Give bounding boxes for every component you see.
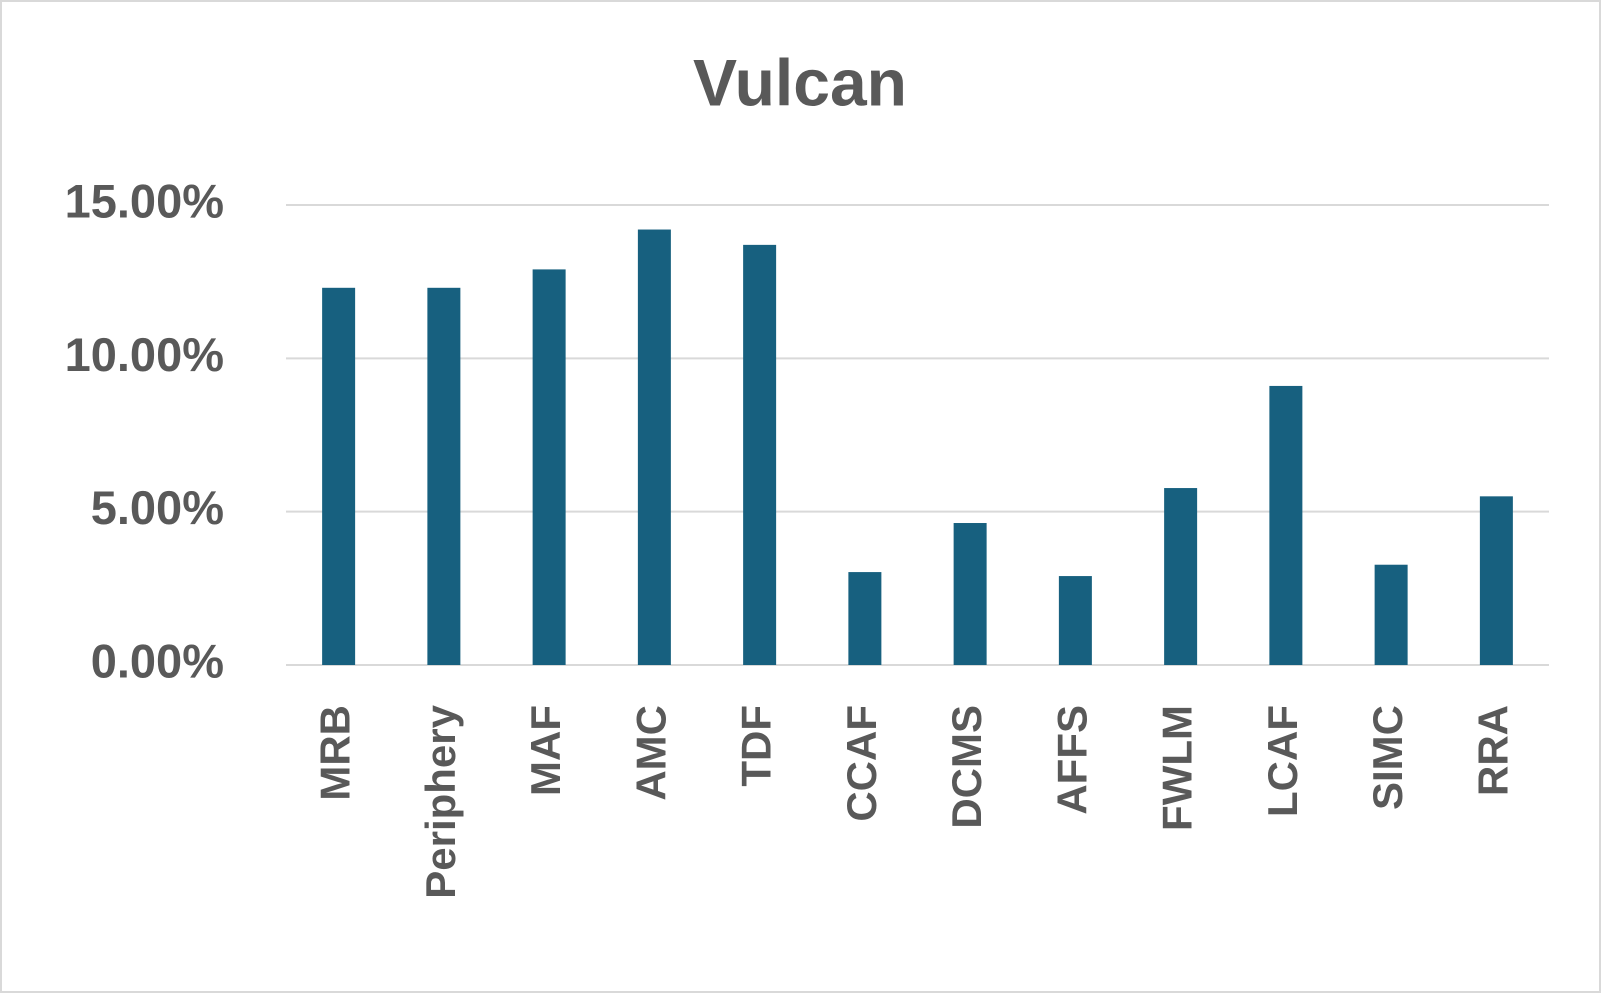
bar: [848, 572, 882, 665]
bar: [1058, 576, 1092, 665]
y-tick-label: 10.00%: [65, 328, 224, 381]
y-tick-label: 5.00%: [91, 481, 224, 534]
y-tick-label: 15.00%: [65, 174, 224, 227]
bar: [1164, 488, 1198, 665]
chart-title: Vulcan: [693, 45, 907, 119]
bar: [953, 523, 987, 665]
x-tick-label: FWLM: [1154, 705, 1201, 831]
x-tick-label: MRB: [312, 705, 359, 801]
bar: [1269, 385, 1303, 665]
x-tick-label: LCAF: [1259, 705, 1306, 817]
x-tick-label: SIMC: [1364, 705, 1411, 810]
x-tick-label: RRA: [1469, 705, 1516, 796]
bar: [1374, 564, 1408, 665]
bar: [743, 244, 777, 665]
x-tick-label: DCMS: [943, 705, 990, 829]
bar: [1479, 496, 1513, 665]
x-tick-label: TDF: [733, 705, 780, 787]
x-tick-label: MAF: [522, 705, 569, 796]
bar: [532, 269, 566, 665]
y-tick-label: 0.00%: [91, 634, 224, 687]
x-tick-label: AMC: [627, 705, 674, 801]
x-tick-label: CCAF: [838, 705, 885, 822]
x-tick-label: Periphery: [417, 704, 464, 898]
bar: [322, 287, 356, 665]
bar: [427, 287, 461, 665]
x-tick-label: AFFS: [1048, 705, 1095, 815]
bar: [637, 229, 671, 666]
